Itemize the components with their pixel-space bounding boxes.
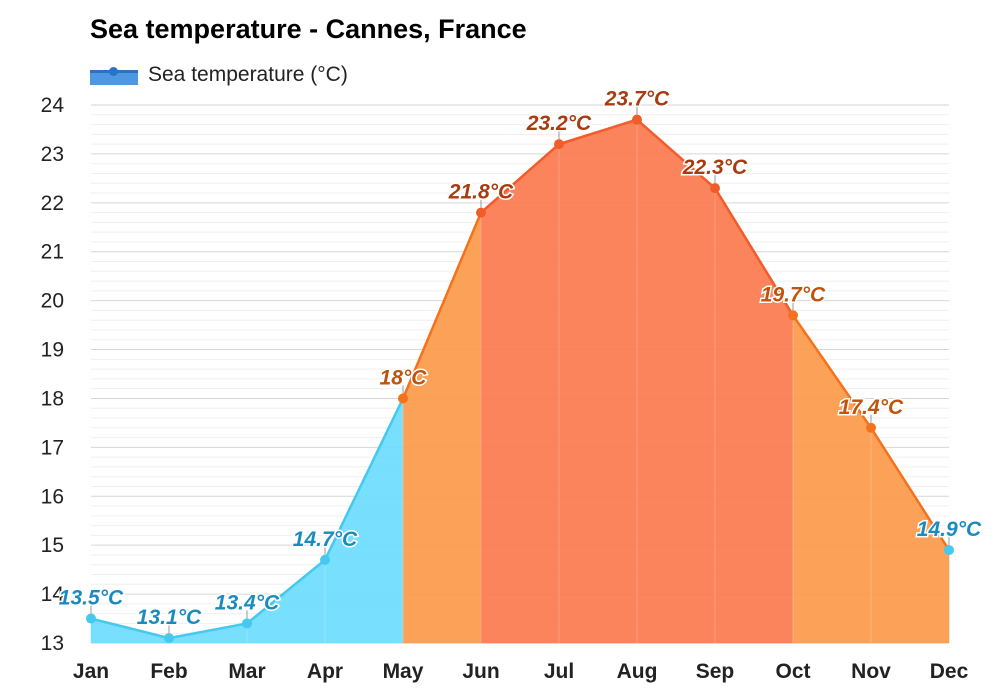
y-tick-label: 16 [41,485,64,508]
line-segment [558,118,638,146]
data-point [554,139,564,150]
data-point [164,633,174,644]
area-segment [636,119,716,644]
data-label: 22.3°C [682,156,748,179]
y-tick-label: 19 [41,339,64,362]
line-segment [323,397,405,561]
y-tick-label: 17 [41,436,64,459]
line-segment [869,427,951,551]
data-point [788,310,798,321]
data-point [242,618,252,629]
x-tick-label: Nov [851,660,891,683]
x-tick-label: Aug [617,660,658,683]
legend-swatch-icon [90,65,138,85]
area-segments [90,119,950,644]
data-point [632,114,642,125]
line-segment [791,314,873,429]
x-tick-label: Jul [544,660,574,683]
line-segment [713,187,795,316]
y-tick-label: 14 [41,583,65,606]
x-tick-label: Mar [228,660,265,683]
data-point [866,422,876,433]
x-tick-label: Apr [307,660,343,683]
x-tick-label: Oct [775,660,810,683]
data-point [398,393,408,404]
data-label: 21.8°C [448,181,514,204]
y-tick-label: 24 [41,94,65,117]
x-tick-label: Feb [150,660,187,683]
area-segment [714,187,794,644]
line-segment [168,622,248,640]
area-segment [792,314,872,644]
line-segment [636,118,716,190]
y-tick-label: 20 [41,290,64,313]
line-segment [246,558,326,625]
y-tick-label: 13 [41,632,64,655]
data-label: 14.9°C [917,518,982,541]
data-label: 13.4°C [215,591,280,614]
data-label: 17.4°C [839,396,904,419]
data-point [944,545,954,556]
legend-label: Sea temperature (°C) [148,63,348,86]
y-axis-ticks: 13 14 15 16 17 18 19 20 21 22 23 24 [41,94,65,655]
data-points [86,114,954,644]
data-point [320,554,330,565]
data-label: 23.7°C [604,88,670,111]
y-tick-label: 15 [41,534,64,557]
area-segment [402,212,482,644]
data-label: 23.2°C [526,112,592,135]
data-point [710,183,720,194]
data-label: 13.5°C [59,587,124,610]
y-tick-label: 21 [41,241,64,264]
data-label: 13.1°C [137,606,202,629]
data-point [476,207,486,218]
series-line [90,118,951,640]
line-segment [401,212,483,399]
chart-title: Sea temperature - Cannes, France [90,14,527,44]
y-tick-label: 22 [41,192,64,215]
line-segment [90,617,170,640]
x-tick-label: Jan [73,660,109,683]
data-label: 18°C [380,366,428,389]
line-segment [480,143,560,214]
legend[interactable]: Sea temperature (°C) [90,60,348,90]
y-tick-label: 18 [41,387,64,410]
x-tick-label: Dec [930,660,969,683]
x-tick-label: Jun [462,660,499,683]
x-tick-label: May [383,660,424,683]
area-segment [558,119,638,644]
data-point [86,613,96,624]
x-axis-ticks: Jan Feb Mar Apr May Jun Jul Aug Sep Oct Nov Dec [73,660,969,683]
x-tick-label: Sep [696,660,735,683]
y-tick-label: 23 [41,143,64,166]
data-label: 14.7°C [293,528,358,551]
area-segment [324,398,404,644]
data-label: 19.7°C [761,283,826,306]
area-segment [480,143,560,644]
data-labels: 13.5°C 13.1°C 13.4°C 14.7°C 18°C 21.8°C 23.2°C… [57,86,984,634]
